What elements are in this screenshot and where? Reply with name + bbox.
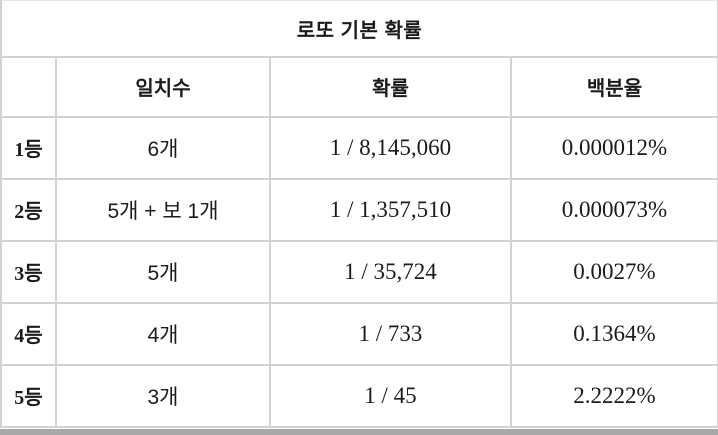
- percentage-cell: 0.1364%: [509, 301, 718, 366]
- table-title-row: 로또 기본 확률: [0, 0, 718, 58]
- table-row: 1등 6개 1 / 8,145,060 0.000012%: [0, 115, 718, 180]
- header-match-count: 일치수: [55, 55, 271, 118]
- percentage-cell: 0.000012%: [509, 115, 718, 180]
- rank-cell: 5등: [0, 363, 57, 428]
- percentage-cell: 0.000073%: [509, 177, 718, 242]
- probability-cell: 1 / 733: [269, 301, 512, 366]
- percentage-cell: 2.2222%: [509, 363, 718, 428]
- match-count-cell: 3개: [55, 363, 271, 428]
- header-percentage: 백분율: [509, 55, 718, 118]
- match-count-cell: 5개 + 보 1개: [55, 177, 271, 242]
- table-header-row: 일치수 확률 백분율: [0, 55, 718, 118]
- probability-cell: 1 / 8,145,060: [269, 115, 512, 180]
- probability-cell: 1 / 1,357,510: [269, 177, 512, 242]
- table-title: 로또 기본 확률: [0, 0, 718, 58]
- table-row: 2등 5개 + 보 1개 1 / 1,357,510 0.000073%: [0, 177, 718, 242]
- rank-cell: 3등: [0, 239, 57, 304]
- header-probability: 확률: [269, 55, 512, 118]
- table-bottom-edge: [0, 429, 718, 435]
- match-count-cell: 4개: [55, 301, 271, 366]
- header-rank-empty: [0, 55, 57, 118]
- table-row: 3등 5개 1 / 35,724 0.0027%: [0, 239, 718, 304]
- table-row: 4등 4개 1 / 733 0.1364%: [0, 301, 718, 366]
- probability-cell: 1 / 35,724: [269, 239, 512, 304]
- percentage-cell: 0.0027%: [509, 239, 718, 304]
- probability-cell: 1 / 45: [269, 363, 512, 428]
- rank-cell: 1등: [0, 115, 57, 180]
- match-count-cell: 5개: [55, 239, 271, 304]
- table-row: 5등 3개 1 / 45 2.2222%: [0, 363, 718, 428]
- match-count-cell: 6개: [55, 115, 271, 180]
- rank-cell: 2등: [0, 177, 57, 242]
- rank-cell: 4등: [0, 301, 57, 366]
